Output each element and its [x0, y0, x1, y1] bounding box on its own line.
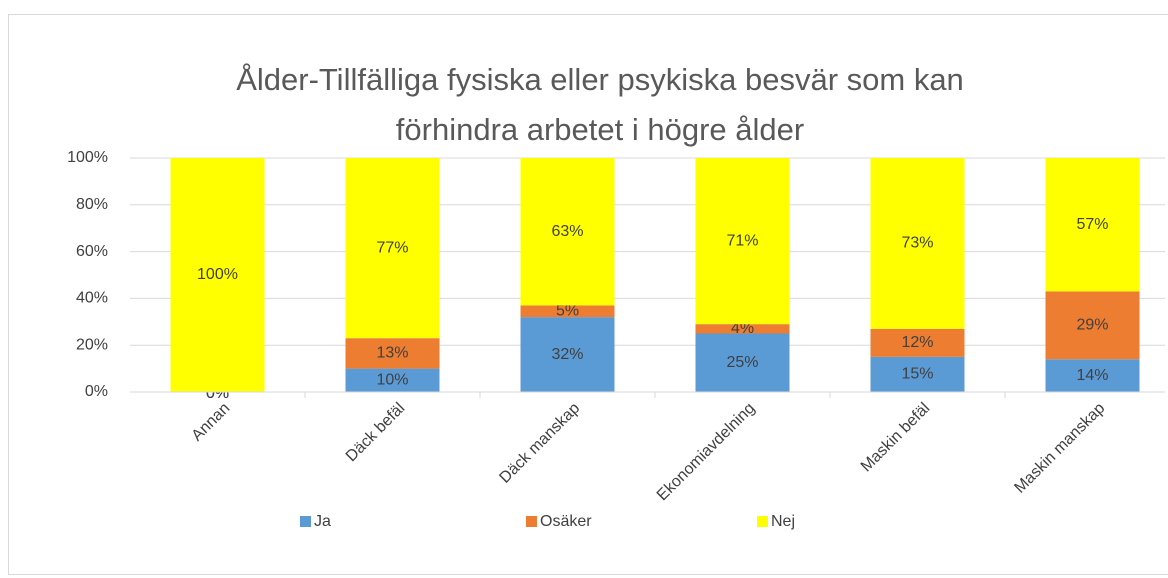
chart-border [8, 14, 1168, 575]
bar-segment [520, 305, 615, 318]
bar-segment [695, 324, 790, 334]
bar-segment [170, 158, 265, 392]
data-label: 10% [376, 372, 408, 389]
data-label: 4% [731, 320, 754, 337]
chart-title: Ålder-Tillfälliga fysiska eller psykiska… [236, 62, 964, 147]
bar-segment [870, 356, 965, 392]
data-label: 57% [1076, 216, 1108, 233]
bar-segment [345, 368, 440, 392]
legend-swatch [526, 516, 537, 527]
y-tick-label: 80% [76, 196, 108, 213]
data-label: 12% [901, 334, 933, 351]
x-tick-label: Ekonomiavdelning [654, 400, 758, 504]
x-tick-label: Maskin manskap [1011, 400, 1108, 497]
data-label: 71% [726, 232, 758, 249]
data-label: 29% [1076, 317, 1108, 334]
x-tick-label: Maskin befäl [858, 400, 934, 476]
data-label: 100% [197, 266, 238, 283]
data-label: 5% [556, 302, 579, 319]
bar-segment [870, 328, 965, 357]
legend-label: Nej [771, 513, 795, 530]
legend-swatch [757, 516, 768, 527]
data-label: 73% [901, 235, 933, 252]
y-tick-label: 40% [76, 290, 108, 307]
bar-segment [520, 317, 615, 392]
y-tick-label: 0% [85, 383, 108, 400]
bar-segment [520, 158, 615, 306]
legend-swatch [300, 516, 311, 527]
bar-segment [345, 158, 440, 339]
x-tick-label: Annan [189, 400, 234, 445]
data-label: 63% [551, 223, 583, 240]
bar-segment [870, 158, 965, 329]
legend-label: Ja [314, 513, 331, 530]
legend-label: Osäker [540, 513, 592, 530]
data-label: 77% [376, 239, 408, 256]
data-label: 13% [376, 345, 408, 362]
data-label: 25% [726, 354, 758, 371]
y-tick-label: 60% [76, 243, 108, 260]
x-tick-label: Däck befäl [343, 400, 408, 465]
data-label: 15% [901, 366, 933, 383]
data-label: 32% [551, 346, 583, 363]
bar-segment [345, 338, 440, 369]
bar-segment [1045, 291, 1140, 360]
bar-segment [1045, 359, 1140, 392]
bar-segment [1045, 158, 1140, 292]
x-tick-label: Däck manskap [496, 400, 583, 487]
bar-segment [695, 158, 790, 325]
y-tick-label: 100% [67, 149, 108, 166]
bar-segment [695, 333, 790, 392]
y-tick-label: 20% [76, 336, 108, 353]
data-label: 14% [1076, 367, 1108, 384]
